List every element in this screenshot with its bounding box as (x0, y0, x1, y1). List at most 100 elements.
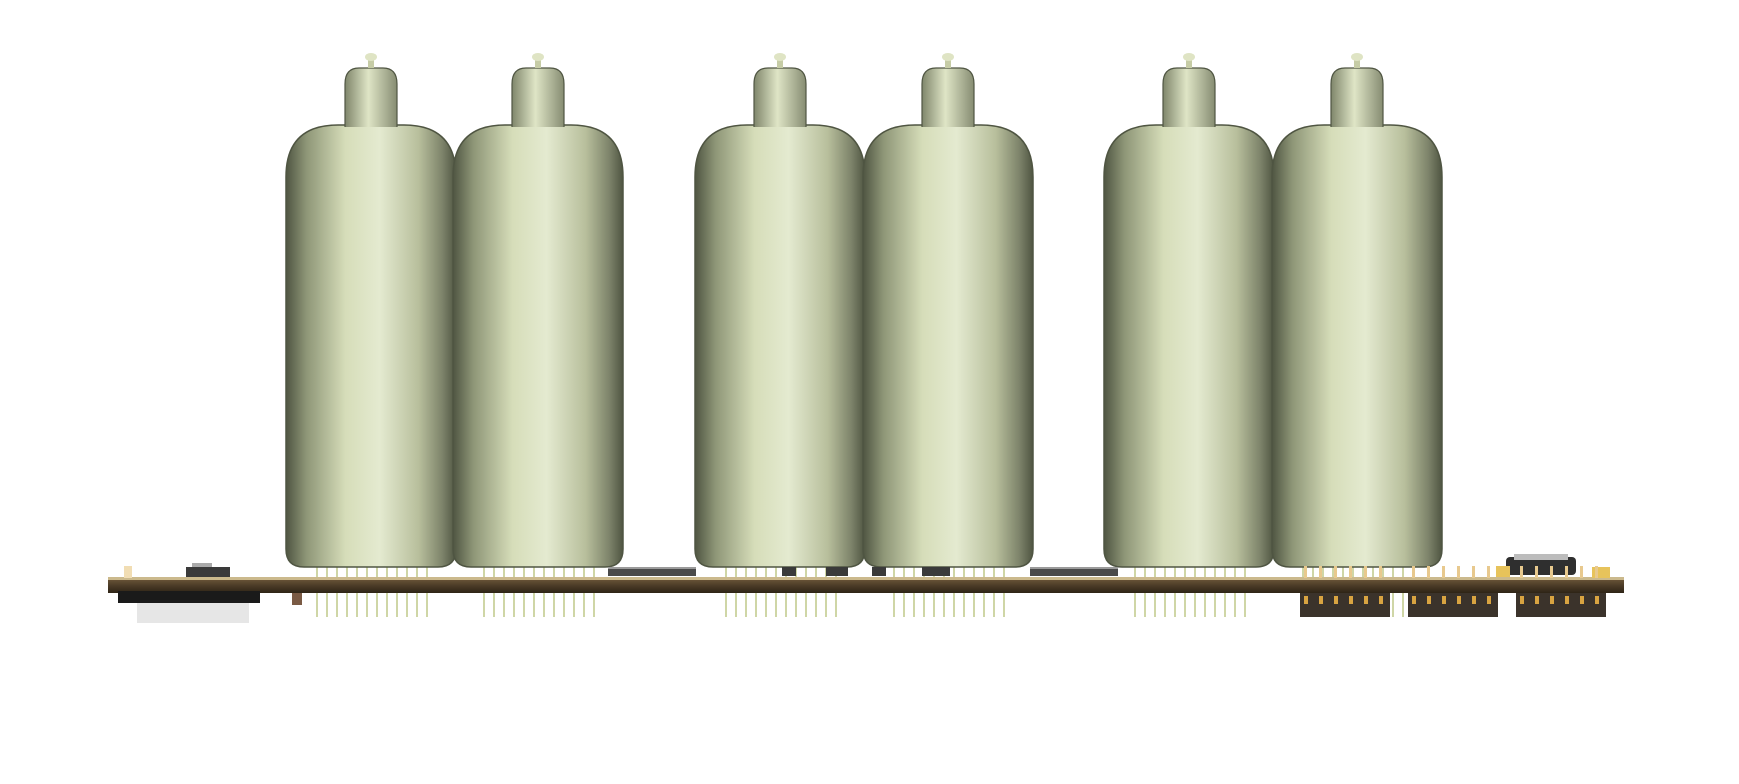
pin-header-group (1300, 566, 1606, 617)
tube-pin (483, 567, 485, 579)
smd-chip-icon (608, 567, 696, 576)
tube-pin (755, 567, 757, 579)
tube-pin (775, 593, 777, 617)
tube-pin (1302, 567, 1304, 579)
tube-pin (553, 593, 555, 617)
tube-pin (1352, 567, 1354, 579)
tube-pin (1204, 567, 1206, 579)
tube-pin (396, 593, 398, 617)
tube-glass-body (1103, 124, 1275, 568)
pin-header-icon (1516, 566, 1606, 617)
tube-pin (416, 567, 418, 579)
tube-pin (523, 567, 525, 579)
tube-pin (573, 567, 575, 579)
tube-pin (913, 593, 915, 617)
tube-pin (1164, 567, 1166, 579)
pin-header-icon (1300, 566, 1390, 617)
tube-pin (1134, 593, 1136, 617)
tube-pin (1154, 593, 1156, 617)
tube-pin (513, 593, 515, 617)
tube-pin (1003, 593, 1005, 617)
tube-pin (563, 593, 565, 617)
tube-pin (503, 567, 505, 579)
tube-pin (1184, 593, 1186, 617)
tube-pin (503, 593, 505, 617)
tube-pin (316, 593, 318, 617)
tube-pin (523, 593, 525, 617)
switch-icon (1496, 554, 1610, 578)
tube-pin (1194, 567, 1196, 579)
tube-pin (346, 593, 348, 617)
tube-pin (426, 567, 428, 579)
pcb-board (108, 579, 1624, 593)
tube-pin (913, 567, 915, 579)
tube-pin (346, 567, 348, 579)
tube-pin (1134, 567, 1136, 579)
tube-pin (553, 567, 555, 579)
tube-pin (1332, 567, 1334, 579)
tube-pin (416, 593, 418, 617)
tube-pin (336, 567, 338, 579)
tube-pin (1312, 567, 1314, 579)
tube-pin (903, 593, 905, 617)
tube-pin (963, 567, 965, 579)
tube-pin (765, 567, 767, 579)
tube-pin (573, 593, 575, 617)
tube-pin (993, 567, 995, 579)
tube-pin (543, 567, 545, 579)
tube-pin (735, 567, 737, 579)
tube-tip (1354, 56, 1360, 68)
tube-pin (1382, 567, 1384, 579)
tube-pin (386, 567, 388, 579)
tube-pin (775, 567, 777, 579)
tube-pin (366, 567, 368, 579)
tube-pin (1003, 567, 1005, 579)
tube-pin (1362, 567, 1364, 579)
tube-pin (725, 567, 727, 579)
tube-pin (1164, 593, 1166, 617)
tube-pin (815, 593, 817, 617)
tube-pin (805, 593, 807, 617)
tube-neck (753, 67, 807, 127)
tube-pin (805, 567, 807, 579)
tube-glass-body (1271, 124, 1443, 568)
tube-pin (973, 567, 975, 579)
tube-pin (963, 593, 965, 617)
tube-pin (533, 593, 535, 617)
tube-pin (745, 593, 747, 617)
tube-neck (1330, 67, 1384, 127)
tube-pin (795, 593, 797, 617)
tube-pin (483, 593, 485, 617)
nixie-tube-icon (452, 53, 624, 568)
tube-pin (1234, 593, 1236, 617)
tube-pin (326, 593, 328, 617)
tube-pin (943, 593, 945, 617)
tube-pin (1372, 567, 1374, 579)
tube-pin (1244, 593, 1246, 617)
tube-pin (426, 593, 428, 617)
tube-tip-cap (942, 53, 954, 61)
tube-pin (356, 593, 358, 617)
tube-pin (326, 567, 328, 579)
tube-neck (1162, 67, 1216, 127)
tube-pin (386, 593, 388, 617)
tube-pin (825, 593, 827, 617)
tube-neck (344, 67, 398, 127)
tube-pin (593, 567, 595, 579)
tube-tip-cap (365, 53, 377, 61)
tube-pin (336, 593, 338, 617)
tube-glass-body (285, 124, 457, 568)
tube-tip (535, 56, 541, 68)
tube-tip-cap (532, 53, 544, 61)
tube-pin (953, 593, 955, 617)
tube-pin (923, 593, 925, 617)
tube-pin (1204, 593, 1206, 617)
tube-pin (1154, 567, 1156, 579)
tube-pin (1184, 567, 1186, 579)
smd-component-row (782, 567, 950, 576)
tube-pin (493, 593, 495, 617)
tube-pin (583, 593, 585, 617)
tube-pin (493, 567, 495, 579)
tube-pin (893, 593, 895, 617)
